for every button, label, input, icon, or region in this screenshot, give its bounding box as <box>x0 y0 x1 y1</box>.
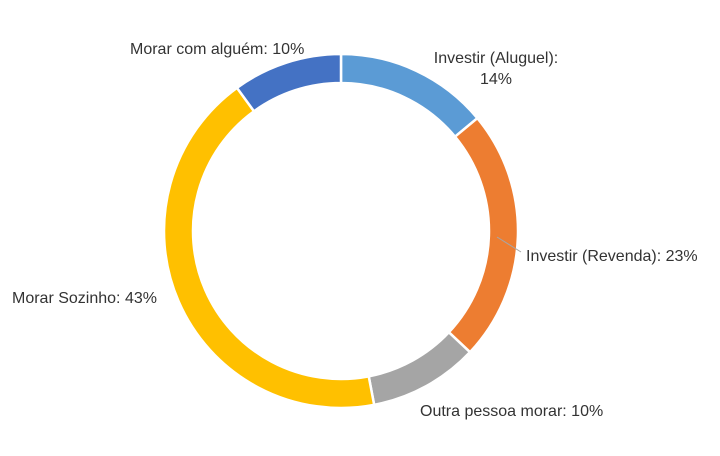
slice-5 <box>235 52 343 114</box>
data-label-3: Outra pessoa morar: 10% <box>420 403 603 420</box>
slice-4 <box>162 86 376 410</box>
leader-line-2 <box>496 236 522 253</box>
slice-2 <box>447 116 520 354</box>
data-label-1: Investir (Aluguel): 14% <box>434 50 559 88</box>
data-label-5: Morar com alguém: 10% <box>130 41 304 58</box>
data-labels: Investir (Aluguel): 14% Investir (Revenda)… <box>12 41 698 420</box>
donut-slices <box>162 52 520 410</box>
slice-3 <box>367 330 472 407</box>
data-label-2: Investir (Revenda): 23% <box>526 248 698 265</box>
leader-lines <box>496 236 522 253</box>
data-label-4: Morar Sozinho: 43% <box>12 290 157 307</box>
